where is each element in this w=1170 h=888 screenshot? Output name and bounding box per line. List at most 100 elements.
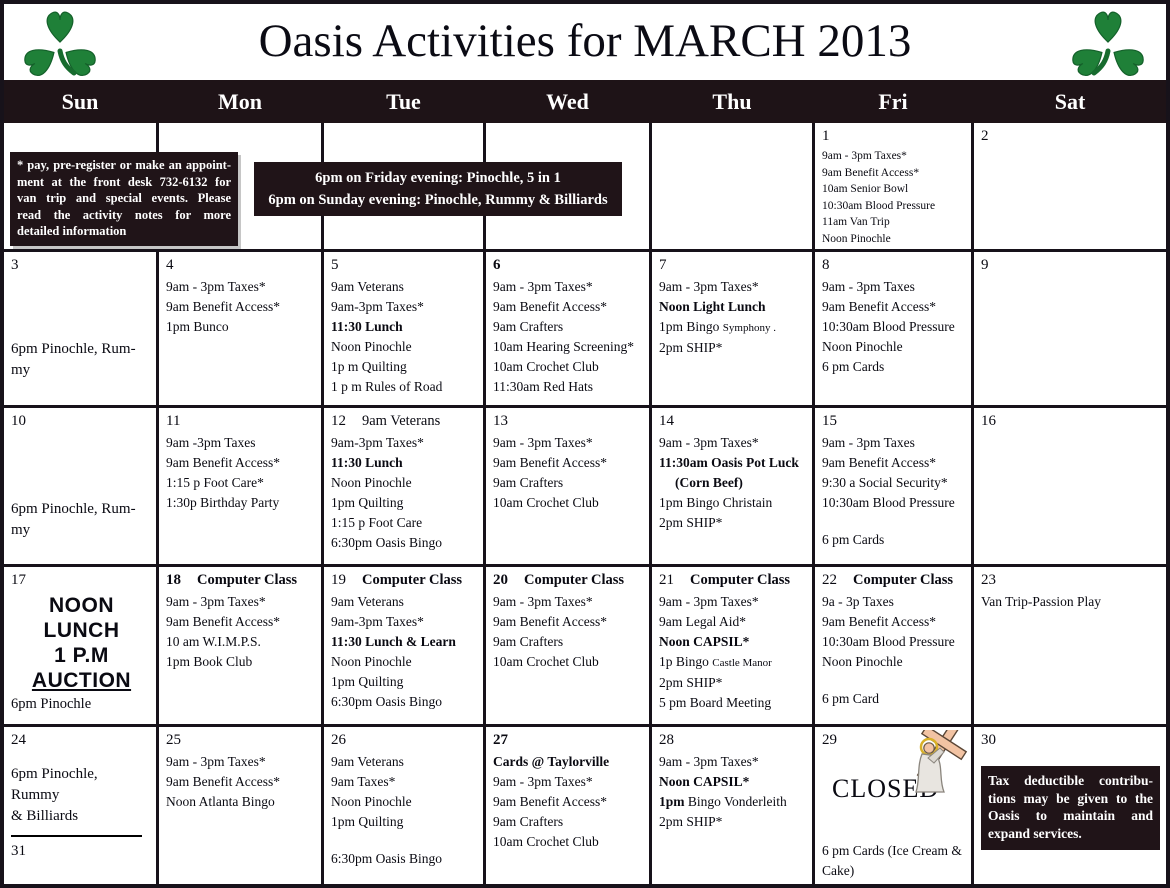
event-line: 1pm Quilting <box>331 674 404 689</box>
day-cell-24: 24 6pm Pinochle, Rummy & Billiards 31 <box>4 727 156 884</box>
day-number-row: 17 <box>11 571 152 590</box>
event-line: 1p Bingo Castle Manor <box>659 654 772 669</box>
evening-pinochle-note: 6pm on Friday evening: Pinochle, 5 in 1 6… <box>254 162 622 216</box>
event-line: 9am-3pm Taxes* <box>331 614 424 629</box>
day-header: Computer Class <box>524 572 625 588</box>
event-line: 1pm Bunco <box>166 319 229 334</box>
day-number: 7 <box>659 257 667 273</box>
divider <box>11 835 142 837</box>
event-line: 9am - 3pm Taxes* <box>166 594 266 609</box>
event-line: 9am Crafters <box>493 814 564 829</box>
day-number: 12 <box>331 413 346 429</box>
day-cell-22: 22 Computer Class 9a - 3p Taxes 9am Benefit… <box>815 567 971 724</box>
event-line: Noon Atlanta Bingo <box>166 794 275 809</box>
day-number-row: 19 Computer Class <box>331 571 479 590</box>
event-line: 9am Legal Aid* <box>659 614 746 629</box>
event-line: 6 pm Cards (Ice Cream & Cake) <box>822 843 962 878</box>
event-line: 9am Taxes* <box>331 774 396 789</box>
day-number-row: 2 <box>981 127 1162 146</box>
event-line: Noon Pinochle <box>331 794 412 809</box>
empty-cell <box>652 123 812 249</box>
weekday-label-tue: Tue <box>386 88 421 114</box>
event-line: 1:15 p Foot Care* <box>166 475 264 490</box>
day-cell-16: 16 <box>974 408 1166 564</box>
day-number: 2 <box>981 128 989 144</box>
day-number-row: 13 <box>493 412 645 431</box>
event-line: Van Trip-Passion Play <box>981 594 1102 609</box>
day-number: 25 <box>166 732 181 748</box>
note-line: * pay, pre-register or make an appoint- <box>17 158 231 172</box>
day-number-row: 25 <box>166 731 317 750</box>
day-number: 30 <box>981 732 996 748</box>
day-number-row: 12 9am Veterans <box>331 412 479 431</box>
day-number: 27 <box>493 732 508 748</box>
day-number: 13 <box>493 413 508 429</box>
event-line: Cards @ Taylorville <box>493 754 610 769</box>
weekday-band: Sun Mon Tue Wed Thu Fri Sat <box>4 80 1166 123</box>
event-line: 6 pm Cards <box>822 532 885 547</box>
event-line: 1:30p Birthday Party <box>166 495 280 510</box>
big-line: AUCTION <box>31 669 132 692</box>
event-line: 9am Benefit Access* <box>493 299 607 314</box>
event-line: 11:30am Red Hats <box>493 379 593 394</box>
day-number: 22 <box>822 572 837 588</box>
event-line: 6pm Pinochle, <box>11 766 98 782</box>
note-line: detailed information <box>17 224 127 238</box>
event-line: 11am Van Trip <box>822 216 890 228</box>
event-line: 9am Crafters <box>493 475 564 490</box>
event-line: 1:15 p Foot Care <box>331 515 423 530</box>
day-number-row: 28 <box>659 731 808 750</box>
day-number: 8 <box>822 257 830 273</box>
day-number: 24 <box>11 732 26 748</box>
event-line: 2pm SHIP* <box>659 675 723 690</box>
day-cell-27: 27 Cards @ Taylorville 9am - 3pm Taxes* 9am… <box>486 727 649 884</box>
event-line: Rummy <box>11 787 60 803</box>
day-number-row: 11 <box>166 412 317 431</box>
event-line: 9am - 3pm Taxes* <box>166 279 266 294</box>
day-number: 5 <box>331 257 339 273</box>
weekday-label-sun: Sun <box>61 88 99 114</box>
day-number: 15 <box>822 413 837 429</box>
event-line: 6pm Pinochle, Rum- <box>11 501 136 517</box>
event-line: 9am - 3pm Taxes* <box>659 435 759 450</box>
event-line: 9am - 3pm Taxes* <box>493 435 593 450</box>
day-header: Computer Class <box>362 572 463 588</box>
event-line: 9:30 a Social Security* <box>822 475 948 490</box>
event-line: 11:30 Lunch <box>331 319 403 334</box>
event-line: (Corn Beef) <box>675 475 743 490</box>
event-line: 6pm Pinochle <box>11 696 92 712</box>
day-number: 26 <box>331 732 346 748</box>
event-line: Noon Pinochle <box>331 654 412 669</box>
day-cell-15: 15 9am - 3pm Taxes 9am Benefit Access* 9:30… <box>815 408 971 564</box>
day-number-row: 18 Computer Class <box>166 571 317 590</box>
event-line: 10:30am Blood Pressure <box>822 634 955 649</box>
event-line: 1 p m Rules of Road <box>331 379 443 394</box>
day-cell-2: 2 <box>974 123 1166 249</box>
event-line: 6:30pm Oasis Bingo <box>331 694 443 709</box>
day-cell-29: 29 CLOSED 6 pm Cards (Ice Cream & Cake) <box>815 727 971 884</box>
day-cell-18: 18 Computer Class 9am - 3pm Taxes* 9am Bene… <box>159 567 321 724</box>
jesus-carrying-cross-icon <box>915 730 968 793</box>
event-line: 9am Benefit Access* <box>166 614 280 629</box>
shamrock-icon <box>24 11 96 76</box>
event-line: 9am Veterans <box>331 279 404 294</box>
event-line: 11:30 Lunch & Learn <box>331 634 456 649</box>
event-line: 9am Benefit Access* <box>493 794 607 809</box>
day-cell-19: 19 Computer Class 9am Veterans 9am-3pm Taxe… <box>324 567 483 724</box>
day-number-row: 10 <box>11 412 152 431</box>
spacer <box>11 752 152 764</box>
event-line: 10 am W.I.M.P.S. <box>166 634 261 649</box>
event-line: 9am Veterans <box>331 594 404 609</box>
day-cell-23: 23 Van Trip-Passion Play <box>974 567 1166 724</box>
note-line: expand services. <box>988 825 1082 841</box>
big-line: LUNCH <box>43 619 120 642</box>
day-header: Computer Class <box>853 572 954 588</box>
spacer <box>331 832 479 849</box>
day-cell-14: 14 9am - 3pm Taxes* 11:30am Oasis Pot Luck… <box>652 408 812 564</box>
shamrock-icon <box>1072 11 1144 76</box>
event-line: 5 pm Board Meeting <box>659 695 772 710</box>
day-cell-20: 20 Computer Class 9am - 3pm Taxes* 9am Bene… <box>486 567 649 724</box>
day-number-row: 16 <box>981 412 1162 431</box>
day-cell-5: 5 9am Veterans 9am-3pm Taxes* 11:30 Lunch No… <box>324 252 483 405</box>
event-line: 10am Hearing Screening* <box>493 339 634 354</box>
